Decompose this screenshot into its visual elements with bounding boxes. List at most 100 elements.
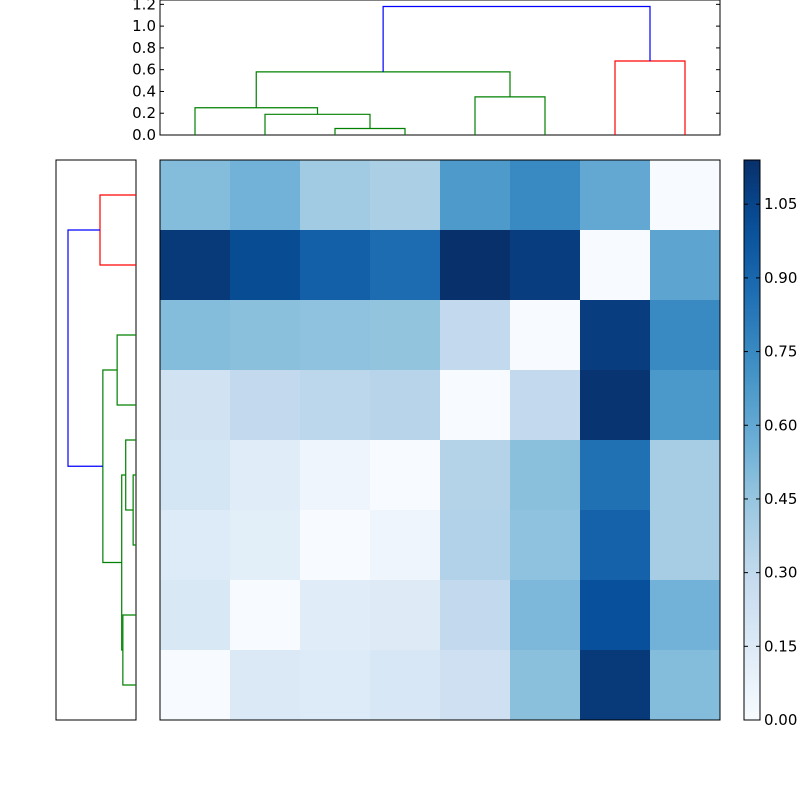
heatmap-cell-r1-c3 <box>300 160 371 231</box>
heatmap-frame <box>159 159 721 721</box>
heatmap-cell-r7-c7 <box>580 580 651 651</box>
heatmap-cell-r8-c2 <box>230 650 301 721</box>
heatmap-cell-r2-c2 <box>230 230 301 301</box>
heatmap-cell-r2-c8 <box>650 230 721 301</box>
colorbar-gradient <box>744 160 760 720</box>
heatmap-cell-r4-c4 <box>370 370 441 441</box>
heatmap-cell-r5-c5 <box>440 440 511 511</box>
heatmap-cell-r6-c7 <box>580 510 651 581</box>
heatmap-cell-r1-c4 <box>370 160 441 231</box>
heatmap-cell-r5-c1 <box>160 440 231 511</box>
left-dendrogram-link-3 <box>132 474 136 546</box>
heatmap-cell-r8-c5 <box>440 650 511 721</box>
heatmap-cell-r4-c8 <box>650 370 721 441</box>
heatmap-cell-r5-c7 <box>580 440 651 511</box>
heatmap-cell-r7-c4 <box>370 580 441 651</box>
heatmap-cell-r8-c3 <box>300 650 371 721</box>
colorbar-tick-label: 0.75 <box>764 343 797 361</box>
heatmap-cell-r2-c7 <box>580 230 651 301</box>
colorbar-tick-label: 0.30 <box>764 564 797 582</box>
colorbar-frame <box>743 159 761 721</box>
colorbar: 0.00 0.15 0.30 0.45 0.60 0.75 0.90 1.05 <box>743 159 797 729</box>
heatmap-cell-r1-c8 <box>650 160 721 231</box>
colorbar-tick-label: 0.90 <box>764 269 797 287</box>
heatmap-cell-r3-c5 <box>440 300 511 371</box>
left-dendrogram-link-2 <box>116 334 136 406</box>
left-dendrogram-link-5 <box>122 614 136 686</box>
heatmap-cell-r8-c1 <box>160 650 231 721</box>
top-dendrogram-link-5 <box>255 71 511 108</box>
heatmap-cell-r5-c6 <box>510 440 581 511</box>
top-dendrogram-link-1 <box>334 127 406 135</box>
heatmap-cell-r1-c5 <box>440 160 511 231</box>
colorbar-tick-label: 1.05 <box>764 195 797 213</box>
heatmap-cell-r7-c2 <box>230 580 301 651</box>
heatmap-cell-r4-c2 <box>230 370 301 441</box>
heatmap-cell-r8-c4 <box>370 650 441 721</box>
left-dendrogram-link-1 <box>99 194 136 266</box>
top-dendrogram-link-3 <box>194 107 319 135</box>
heatmap-cell-r4-c7 <box>580 370 651 441</box>
heatmap-cell-r7-c3 <box>300 580 371 651</box>
heatmap-cell-r8-c6 <box>510 650 581 721</box>
colorbar-tick-label: 0.45 <box>764 490 797 508</box>
colorbar-tick-label: 0.60 <box>764 416 797 434</box>
heatmap-cell-r2-c1 <box>160 230 231 301</box>
top-dendrogram-ytick-label: 1.2 <box>132 0 156 13</box>
top-dendrogram-link-2 <box>264 113 371 135</box>
colorbar-tick-label: 0.00 <box>764 711 797 729</box>
top-dendrogram-ytick-label: 0.6 <box>132 61 156 79</box>
heatmap-cell-r7-c1 <box>160 580 231 651</box>
heatmap-cell-r6-c4 <box>370 510 441 581</box>
heatmap-cell-r2-c3 <box>300 230 371 301</box>
top-dendrogram-link-6 <box>614 60 686 135</box>
heatmap-cell-r3-c4 <box>370 300 441 371</box>
left-dendrogram-link-8 <box>67 229 103 467</box>
heatmap-cell-r5-c3 <box>300 440 371 511</box>
top-dendrogram: 0.0 0.2 0.4 0.6 0.8 1.0 1.2 <box>132 0 721 144</box>
heatmap-cell-r1-c7 <box>580 160 651 231</box>
heatmap-cell-r6-c3 <box>300 510 371 581</box>
top-dendrogram-ytick-label: 0.2 <box>132 104 156 122</box>
heatmap-cell-r8-c8 <box>650 650 721 721</box>
heatmap-cell-r4-c3 <box>300 370 371 441</box>
heatmap-cell-r3-c7 <box>580 300 651 371</box>
heatmap-cell-r7-c5 <box>440 580 511 651</box>
heatmap-cell-r2-c6 <box>510 230 581 301</box>
heatmap-cell-r5-c8 <box>650 440 721 511</box>
heatmap-cell-r8-c7 <box>580 650 651 721</box>
heatmap-cell-r7-c6 <box>510 580 581 651</box>
heatmap-cell-r5-c2 <box>230 440 301 511</box>
heatmap-cell-r6-c5 <box>440 510 511 581</box>
left-dendrogram-link-7 <box>102 369 122 564</box>
heatmap-cell-r3-c2 <box>230 300 301 371</box>
heatmap-cell-r3-c8 <box>650 300 721 371</box>
heatmap-cell-r6-c6 <box>510 510 581 581</box>
heatmap-cell-r4-c1 <box>160 370 231 441</box>
heatmap-cell-r6-c2 <box>230 510 301 581</box>
heatmap-cell-r2-c4 <box>370 230 441 301</box>
heatmap-cell-r4-c6 <box>510 370 581 441</box>
top-dendrogram-frame <box>159 0 721 136</box>
top-dendrogram-ytick-label: 0.8 <box>132 39 156 57</box>
heatmap-cell-r3-c1 <box>160 300 231 371</box>
heatmap-cell-r3-c3 <box>300 300 371 371</box>
top-dendrogram-ytick-label: 0.0 <box>132 126 156 144</box>
heatmap-cell-r1-c6 <box>510 160 581 231</box>
heatmap-cell-r7-c8 <box>650 580 721 651</box>
heatmap-cell-r5-c4 <box>370 440 441 511</box>
heatmap-cell-r1-c1 <box>160 160 231 231</box>
top-dendrogram-link-7 <box>382 5 651 72</box>
top-dendrogram-link-4 <box>474 96 546 135</box>
top-dendrogram-ytick-label: 0.4 <box>132 82 156 100</box>
left-dendrogram <box>55 159 137 721</box>
heatmap-cell-r4-c5 <box>440 370 511 441</box>
heatmap <box>159 159 721 721</box>
heatmap-cell-r3-c6 <box>510 300 581 371</box>
colorbar-tick-label: 0.15 <box>764 637 797 655</box>
heatmap-cell-r6-c8 <box>650 510 721 581</box>
heatmap-cell-r2-c5 <box>440 230 511 301</box>
heatmap-cell-r6-c1 <box>160 510 231 581</box>
heatmap-cell-r1-c2 <box>230 160 301 231</box>
